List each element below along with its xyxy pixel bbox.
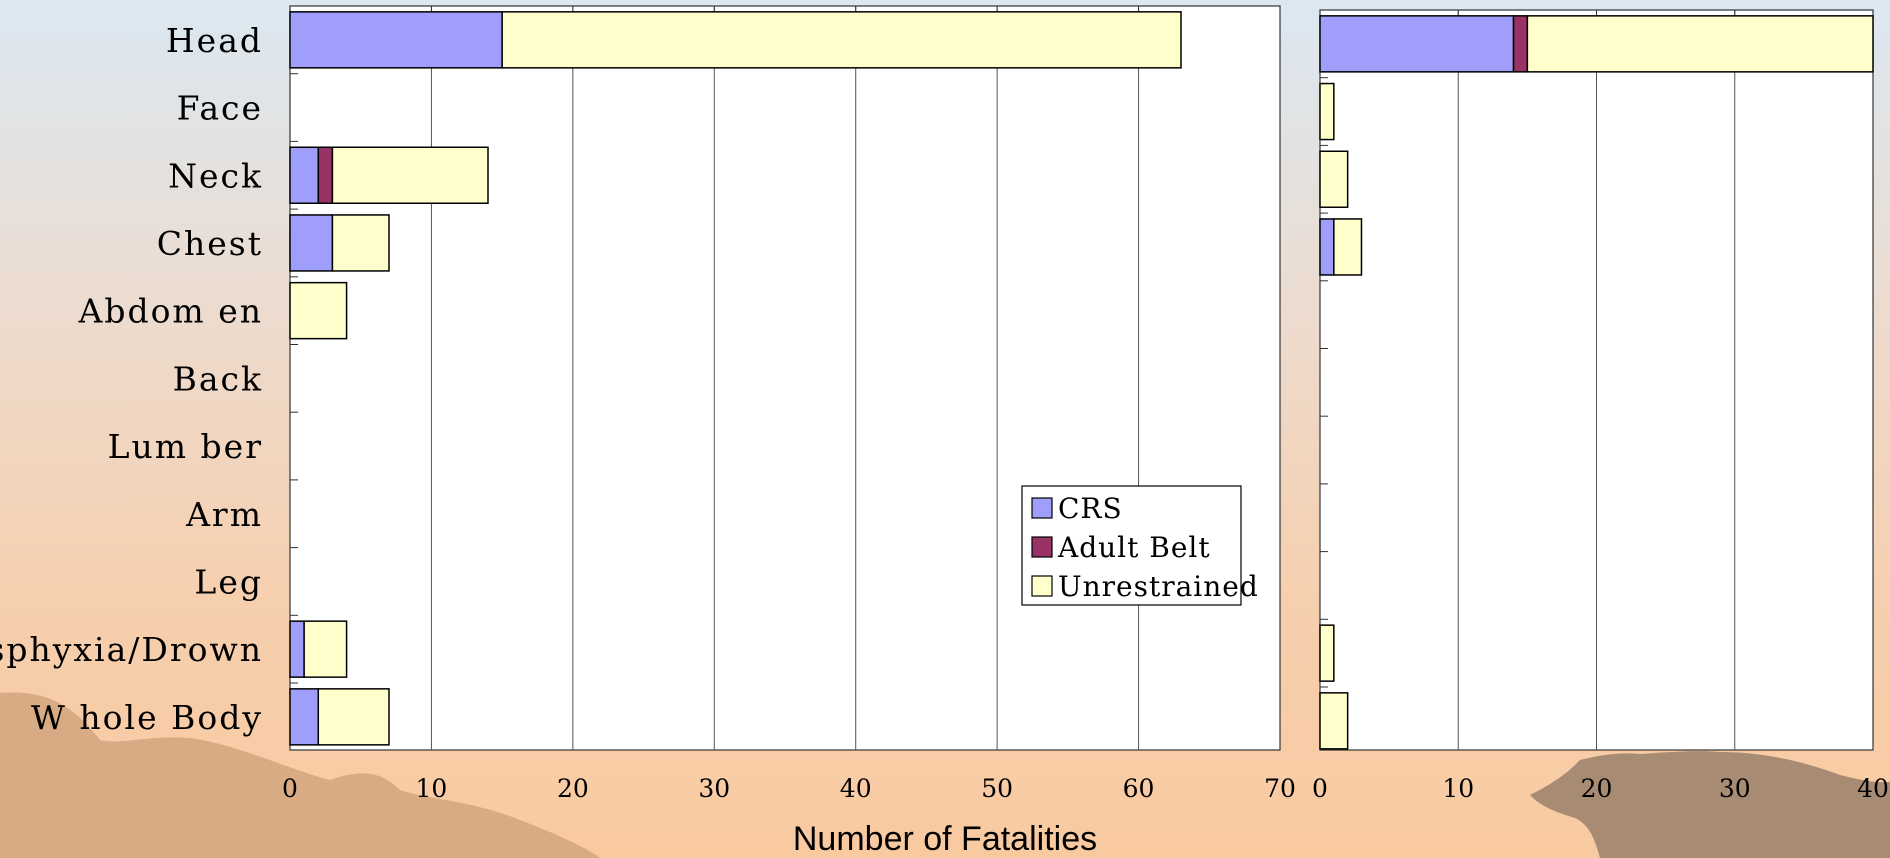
x-tick-label: 20 xyxy=(1581,774,1613,803)
legend-swatch-crs xyxy=(1031,497,1053,519)
bar-unrestrained-neck xyxy=(331,146,489,204)
legend-swatch-adult-belt xyxy=(1031,536,1053,558)
x-tick-label: 30 xyxy=(1719,774,1751,803)
x-tick-label: 30 xyxy=(698,774,730,803)
legend-label: CRS xyxy=(1058,492,1123,525)
category-label: Face xyxy=(177,89,263,128)
bar-unrestrained-w-hole-body xyxy=(1319,692,1349,750)
legend-label: Adult Belt xyxy=(1057,531,1211,564)
bar-unrestrained-asphyxia-drown xyxy=(303,620,348,678)
legend: CRS Adult Belt Unrestrained xyxy=(1021,485,1259,606)
bar-adult-belt-head xyxy=(1512,15,1529,73)
legend-box xyxy=(1021,485,1242,606)
category-label: Lum ber xyxy=(108,427,263,466)
bar-unrestrained-abdom-en xyxy=(289,281,348,340)
legend-label: Unrestrained xyxy=(1058,570,1259,603)
x-tick-label: 50 xyxy=(981,774,1013,803)
x-tick-label: 60 xyxy=(1123,774,1155,803)
x-axis-title: Number of Fatalities xyxy=(793,820,1097,858)
background-decoration xyxy=(0,692,1890,858)
x-tick-label: 40 xyxy=(840,774,872,803)
legend-swatch-unrestrained xyxy=(1031,575,1053,597)
bar-crs-chest xyxy=(289,214,334,272)
bar-crs-neck xyxy=(289,146,320,204)
category-label: Leg xyxy=(194,562,263,601)
bar-crs-chest xyxy=(1319,218,1335,276)
category-label: Back xyxy=(173,359,263,398)
pagoda-silhouette xyxy=(1530,751,1890,858)
bar-unrestrained-asphyxia-drown xyxy=(1319,624,1335,682)
bar-unrestrained-chest xyxy=(331,214,390,272)
hill-silhouette xyxy=(0,692,600,858)
bar-crs-w-hole-body xyxy=(289,688,320,746)
category-label: Asphyxia/Drown xyxy=(0,630,263,669)
x-tick-label: 0 xyxy=(1312,774,1328,803)
x-tick-label: 70 xyxy=(1264,774,1296,803)
category-label: Abdom en xyxy=(77,292,263,331)
chart-panel-1: 0 10 20 30 40 50 60 70 Head Face Neck Chest Abdom en… xyxy=(0,5,1296,858)
x-tick-label: 20 xyxy=(557,774,589,803)
category-label: Neck xyxy=(168,156,263,195)
bar-unrestrained-head xyxy=(1526,15,1874,73)
x-tick-label: 0 xyxy=(282,774,298,803)
bar-crs-head xyxy=(1319,15,1515,73)
bar-crs-asphyxia-drown xyxy=(289,620,305,678)
plot-area xyxy=(289,5,1281,751)
bar-unrestrained-head xyxy=(501,11,1182,69)
chart-panel-2: 0 10 20 30 40 xyxy=(1312,9,1889,803)
x-tick-label: 40 xyxy=(1857,774,1889,803)
category-label: Head xyxy=(166,21,263,60)
bar-unrestrained-w-hole-body xyxy=(317,688,390,746)
x-tick-label: 10 xyxy=(416,774,448,803)
bar-adult-belt-neck xyxy=(317,146,334,204)
bar-unrestrained-neck xyxy=(1319,150,1349,208)
bar-unrestrained-face xyxy=(1319,82,1335,141)
bar-unrestrained-chest xyxy=(1333,218,1363,276)
category-label: W hole Body xyxy=(31,698,263,737)
bar-crs-head xyxy=(289,11,503,69)
category-label: Chest xyxy=(157,224,263,263)
category-label: Arm xyxy=(185,495,263,534)
x-tick-label: 10 xyxy=(1442,774,1474,803)
